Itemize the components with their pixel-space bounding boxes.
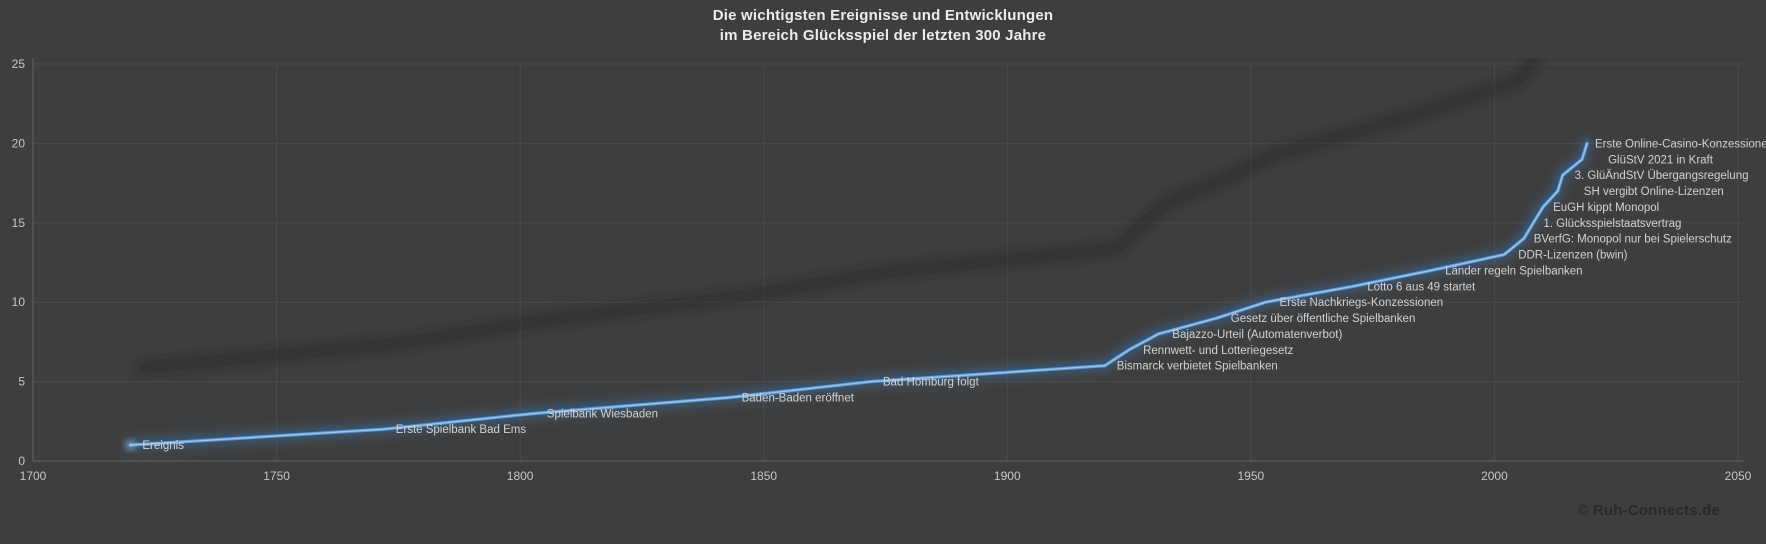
y-tick-label-15: 15: [12, 216, 26, 230]
x-tick-label-1950: 1950: [1238, 469, 1265, 483]
data-label-18: 3. GlüÄndStV Übergangsregelung: [1575, 170, 1749, 182]
x-tick-label-2050: 2050: [1725, 469, 1752, 483]
x-tick-label-1800: 1800: [507, 469, 534, 483]
data-label-16: EuGH kippt Monopol: [1553, 202, 1659, 214]
series-line-core: [129, 142, 1588, 446]
series-shadow: [137, 58, 1541, 373]
data-label-6: Bismarck verbietet Spielbanken: [1117, 361, 1278, 373]
y-tick-label-10: 10: [12, 295, 26, 309]
data-label-5: Bad Homburg folgt: [883, 377, 980, 389]
series-line: [128, 141, 1589, 447]
y-tick-label-20: 20: [12, 136, 26, 150]
series-start-flare: [125, 440, 136, 451]
x-tick-label-2000: 2000: [1481, 469, 1508, 483]
watermark: © Ruh-Connects.de: [1577, 502, 1720, 519]
data-label-8: Bajazzo-Urteil (Automatenverbot): [1172, 329, 1342, 341]
x-tick-label-1850: 1850: [750, 469, 777, 483]
x-tick-label-1700: 1700: [20, 469, 47, 483]
chart-title-line2: im Bereich Glücksspiel der letzten 300 J…: [719, 27, 1047, 44]
data-label-2: Erste Spielbank Bad Ems: [396, 424, 527, 436]
data-label-15: 1. Glücksspielstaatsvertrag: [1543, 218, 1681, 230]
data-label-4: Baden-Baden eröffnet: [742, 393, 855, 405]
data-label-3: Spielbank Wiesbaden: [547, 408, 658, 420]
data-label-7: Rennwett- und Lotteriegesetz: [1143, 345, 1293, 357]
data-label-10: Erste Nachkriegs-Konzessionen: [1280, 297, 1444, 309]
data-label-20: Erste Online-Casino-Konzessionen: [1595, 138, 1766, 150]
data-label-19: GlüStV 2021 in Kraft: [1608, 154, 1714, 166]
data-label-11: Lotto 6 aus 49 startet: [1367, 281, 1476, 293]
data-label-1: Ereignis: [142, 440, 184, 452]
data-label-17: SH vergibt Online-Lizenzen: [1584, 186, 1724, 198]
data-label-9: Gesetz über öffentliche Spielbanken: [1231, 313, 1416, 325]
data-label-12: Länder regeln Spielbanken: [1445, 265, 1582, 277]
x-tick-label-1900: 1900: [994, 469, 1021, 483]
chart-title-line1: Die wichtigsten Ereignisse und Entwicklu…: [712, 7, 1054, 24]
y-tick-label-25: 25: [12, 57, 26, 71]
y-tick-label-5: 5: [18, 375, 25, 389]
data-label-14: BVerfG: Monopol nur bei Spielerschutz: [1534, 234, 1732, 246]
y-tick-label-0: 0: [18, 454, 25, 468]
chart-title: Die wichtigsten Ereignisse und Entwicklu…: [0, 6, 1766, 46]
series-glow-outer: [123, 136, 1594, 453]
series-glow-inner: [126, 139, 1591, 450]
data-label-13: DDR-Lizenzen (bwin): [1518, 250, 1627, 262]
x-tick-label-1750: 1750: [263, 469, 290, 483]
